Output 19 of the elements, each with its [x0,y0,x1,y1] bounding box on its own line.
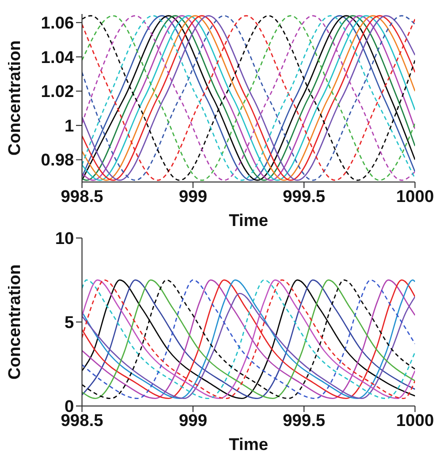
x-tick-label: 999 [178,411,208,430]
x-tick-label: 999.5 [282,411,326,430]
x-tick-label: 999.5 [282,187,326,206]
y-tick-label: 1.02 [40,82,74,102]
y-tick-label: 1 [64,116,74,136]
y-tick-label: 1.04 [40,48,75,67]
y-tick-label: 0.98 [40,150,74,170]
x-axis-title: Time [228,435,268,454]
x-axis-title: Time [228,211,268,230]
y-tick-label: 10 [55,229,74,248]
x-tick-label: 998.5 [60,187,104,206]
x-tick-label: 1000 [396,187,434,206]
y-axis-title: Concentration [5,40,24,156]
x-tick-label: 998.5 [60,411,104,430]
x-tick-label: 999 [178,187,208,206]
x-tick-label: 1000 [396,411,434,430]
y-axis-title: Concentration [5,264,24,380]
y-tick-label: 1.06 [40,14,74,33]
y-tick-label: 5 [64,313,74,332]
